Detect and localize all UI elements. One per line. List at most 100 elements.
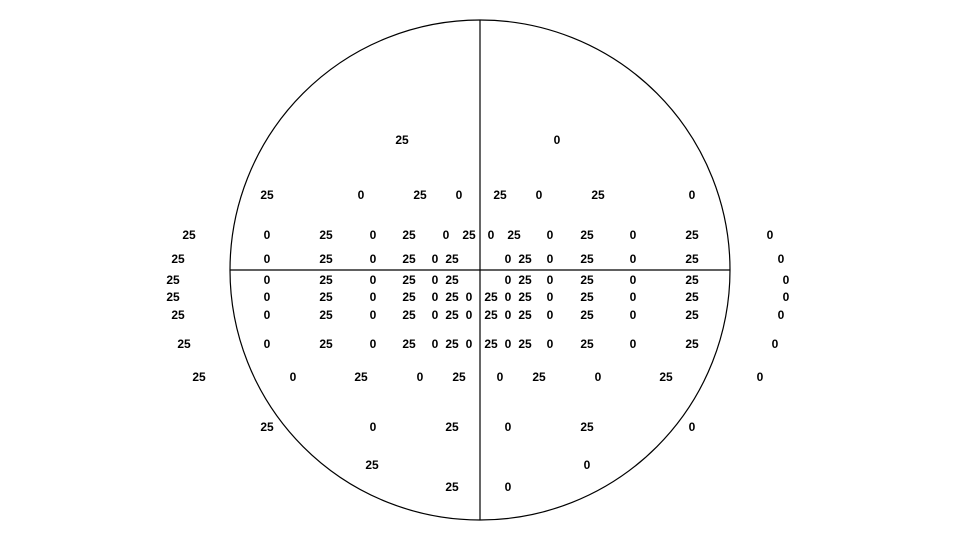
threshold-value: 25 — [413, 188, 427, 202]
threshold-value: 0 — [417, 370, 424, 384]
threshold-values: 25 025 0 25 0 25 0 25 025 0 25 0 25 0 25 0 25 0 25 0 25 025 0 2… — [166, 133, 789, 494]
threshold-value: 25 — [580, 337, 594, 351]
threshold-value: 0 — [584, 458, 591, 472]
threshold-value: 0 — [505, 290, 512, 304]
threshold-value: 0 — [767, 228, 774, 242]
threshold-value: 25 — [580, 308, 594, 322]
threshold-value: 0 — [505, 420, 512, 434]
threshold-value: 0 — [547, 252, 554, 266]
threshold-value: 0 — [370, 290, 377, 304]
threshold-value: 0 — [547, 290, 554, 304]
threshold-value: 0 — [630, 308, 637, 322]
threshold-value: 25 — [685, 308, 699, 322]
threshold-value: 25 — [402, 252, 416, 266]
threshold-value: 25 — [580, 290, 594, 304]
threshold-value: 0 — [554, 133, 561, 147]
threshold-value: 0 — [432, 337, 439, 351]
threshold-value: 25 — [445, 252, 459, 266]
threshold-value: 25 — [171, 308, 185, 322]
threshold-value: 0 — [264, 252, 271, 266]
threshold-value: 0 — [783, 290, 790, 304]
threshold-value: 0 — [264, 337, 271, 351]
threshold-value: 0 — [772, 337, 779, 351]
threshold-value: 0 — [432, 290, 439, 304]
threshold-value: 25 — [493, 188, 507, 202]
threshold-value: 25 — [395, 133, 409, 147]
threshold-value: 25 — [484, 308, 498, 322]
threshold-value: 25 — [402, 308, 416, 322]
threshold-value: 0 — [264, 273, 271, 287]
threshold-value: 0 — [630, 228, 637, 242]
threshold-value: 0 — [630, 290, 637, 304]
threshold-value: 0 — [783, 273, 790, 287]
threshold-value: 25 — [445, 308, 459, 322]
threshold-value: 25 — [177, 337, 191, 351]
threshold-value: 25 — [182, 228, 196, 242]
threshold-value: 0 — [547, 273, 554, 287]
threshold-value: 25 — [518, 290, 532, 304]
threshold-value: 0 — [370, 420, 377, 434]
threshold-value: 0 — [456, 188, 463, 202]
threshold-value: 0 — [432, 252, 439, 266]
threshold-value: 25 — [402, 337, 416, 351]
threshold-value: 25 — [402, 290, 416, 304]
threshold-value: 25 — [580, 273, 594, 287]
threshold-value: 25 — [260, 420, 274, 434]
threshold-value: 0 — [630, 252, 637, 266]
threshold-value: 25 — [319, 308, 333, 322]
threshold-value: 0 — [536, 188, 543, 202]
threshold-value: 0 — [358, 188, 365, 202]
threshold-value: 25 — [580, 252, 594, 266]
threshold-value: 25 — [518, 252, 532, 266]
threshold-value: 0 — [432, 273, 439, 287]
threshold-value: 25 — [445, 290, 459, 304]
threshold-value: 25 — [685, 252, 699, 266]
threshold-value: 0 — [689, 188, 696, 202]
threshold-value: 25 — [484, 337, 498, 351]
threshold-value: 25 — [685, 273, 699, 287]
threshold-value: 0 — [505, 273, 512, 287]
threshold-value: 0 — [370, 252, 377, 266]
threshold-value: 25 — [518, 273, 532, 287]
threshold-value: 25 — [518, 308, 532, 322]
threshold-value: 0 — [290, 370, 297, 384]
threshold-value: 0 — [264, 308, 271, 322]
threshold-value: 0 — [505, 308, 512, 322]
threshold-value: 0 — [595, 370, 602, 384]
threshold-value: 25 — [659, 370, 673, 384]
threshold-value: 0 — [370, 273, 377, 287]
threshold-value: 25 — [445, 273, 459, 287]
threshold-value: 25 — [166, 290, 180, 304]
threshold-value: 0 — [505, 480, 512, 494]
threshold-value: 25 — [260, 188, 274, 202]
threshold-value: 25 — [402, 273, 416, 287]
threshold-value: 0 — [466, 290, 473, 304]
threshold-value: 0 — [370, 308, 377, 322]
threshold-value: 25 — [171, 252, 185, 266]
threshold-value: 25 — [484, 290, 498, 304]
threshold-value: 25 — [580, 420, 594, 434]
threshold-value: 0 — [505, 252, 512, 266]
threshold-value: 25 — [591, 188, 605, 202]
threshold-value: 25 — [166, 273, 180, 287]
threshold-value: 25 — [402, 228, 416, 242]
threshold-value: 25 — [445, 420, 459, 434]
threshold-value: 0 — [547, 337, 554, 351]
threshold-value: 25 — [685, 228, 699, 242]
threshold-value: 25 — [532, 370, 546, 384]
threshold-value: 25 — [462, 228, 476, 242]
threshold-value: 0 — [547, 308, 554, 322]
threshold-value: 0 — [630, 337, 637, 351]
threshold-value: 25 — [319, 273, 333, 287]
threshold-value: 25 — [319, 252, 333, 266]
threshold-value: 25 — [507, 228, 521, 242]
threshold-value: 0 — [370, 337, 377, 351]
threshold-value: 0 — [778, 308, 785, 322]
threshold-value: 25 — [192, 370, 206, 384]
threshold-value: 0 — [432, 308, 439, 322]
threshold-value: 0 — [264, 290, 271, 304]
threshold-value: 0 — [264, 228, 271, 242]
threshold-value: 25 — [354, 370, 368, 384]
threshold-value: 25 — [452, 370, 466, 384]
